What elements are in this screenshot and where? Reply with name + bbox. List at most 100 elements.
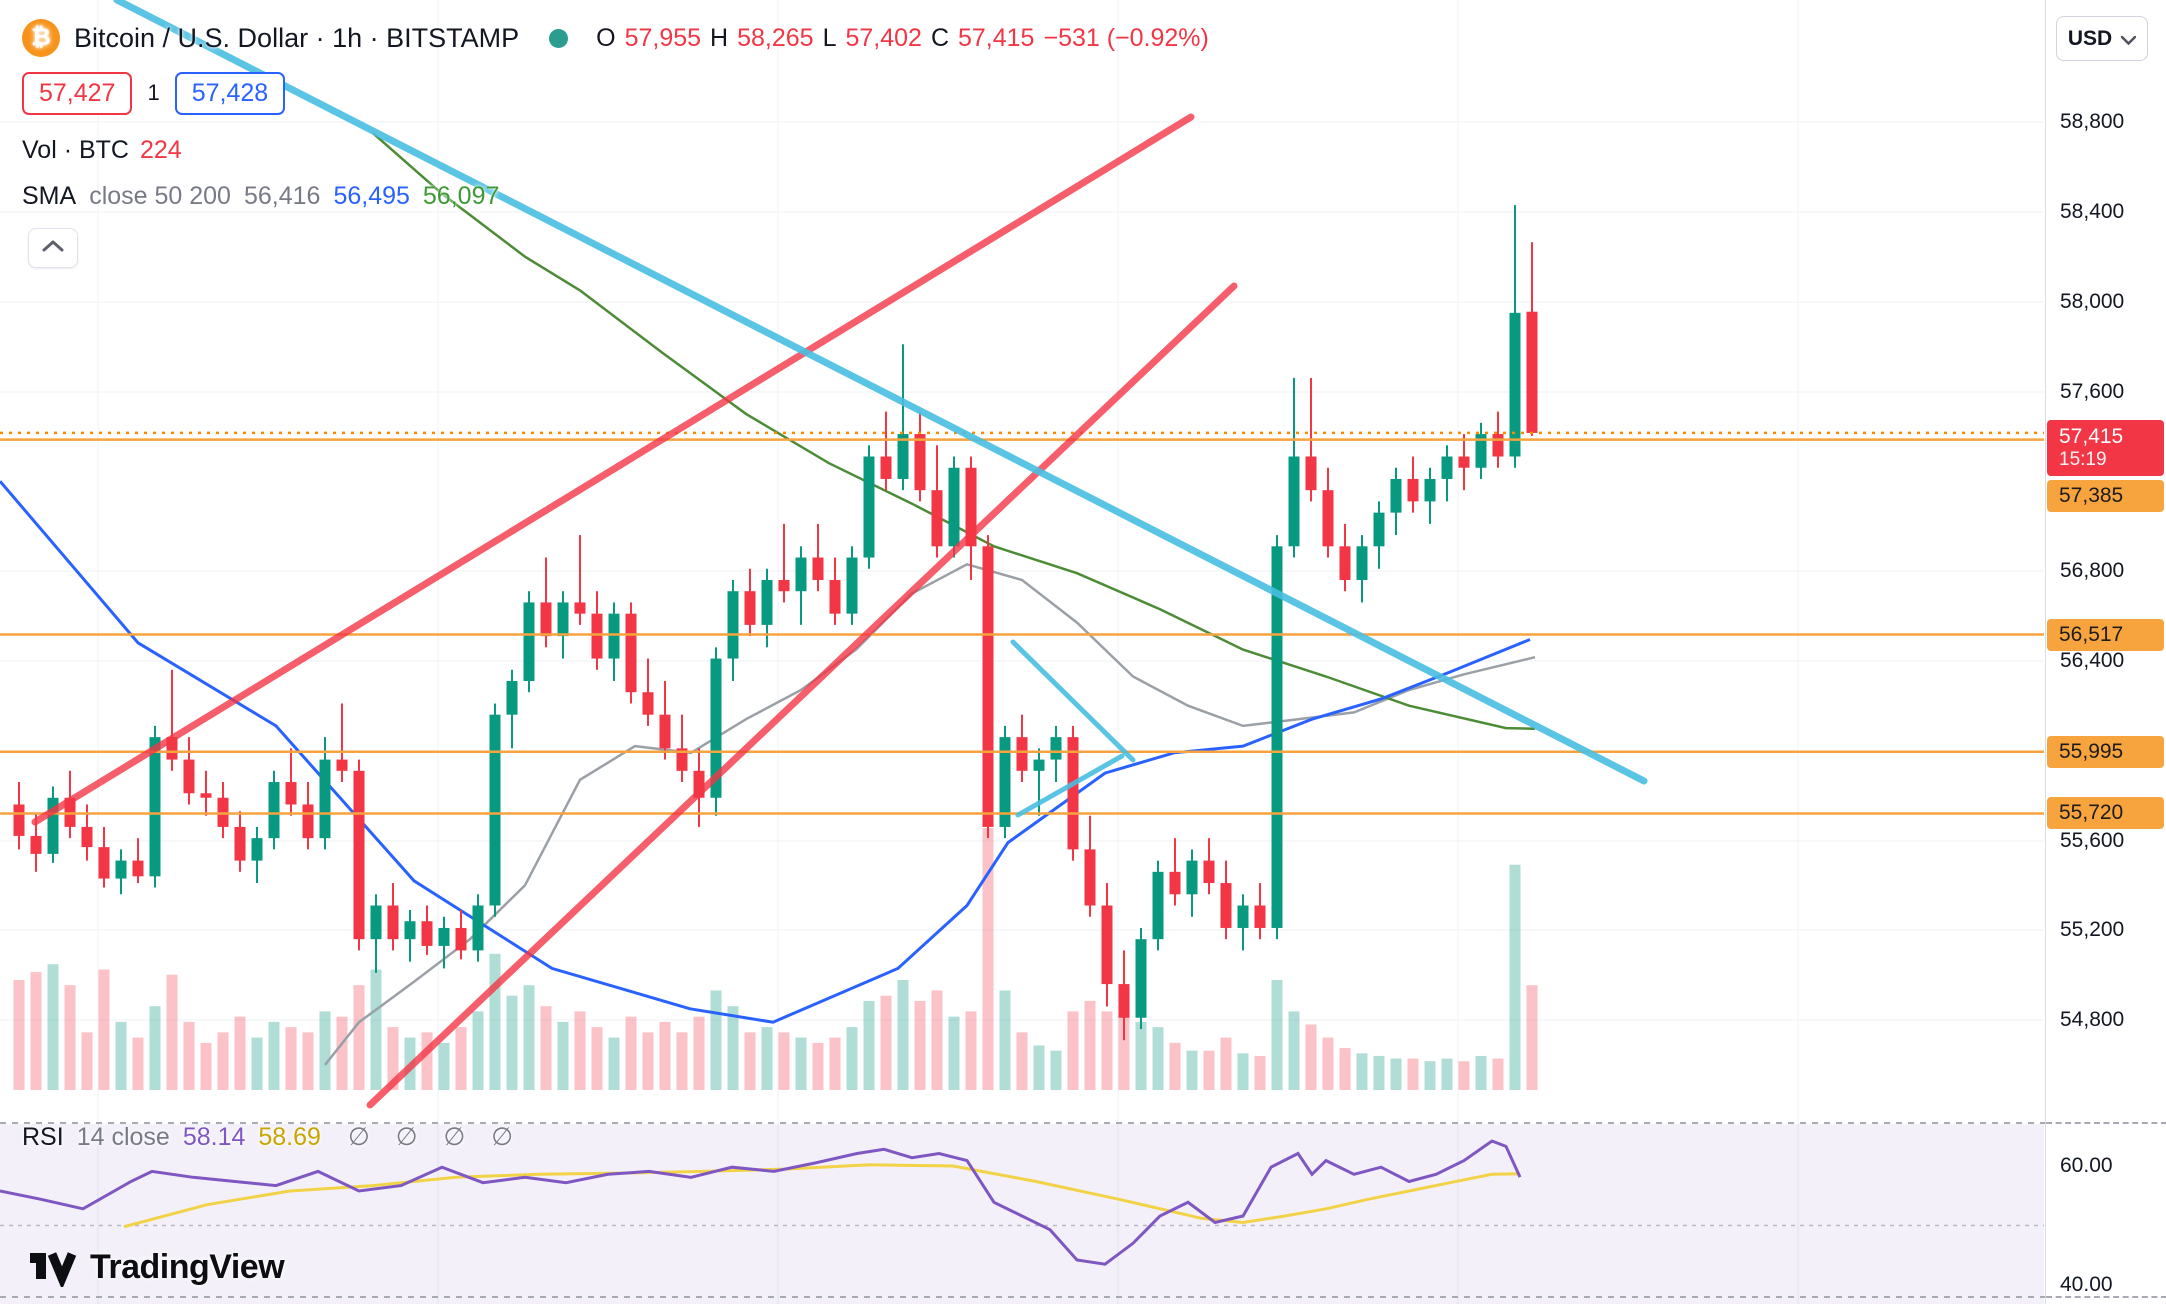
candle-body	[1458, 456, 1470, 468]
volume-bar	[149, 1006, 161, 1090]
rsi-ma-line	[123, 1163, 1521, 1229]
currency-selector[interactable]: USD	[2056, 16, 2148, 61]
candle-body	[897, 434, 909, 479]
ohlc-values: O 57,955 H 58,265 L 57,402 C 57,415 −531…	[596, 24, 1209, 53]
candle-body	[200, 793, 212, 798]
candle-body	[812, 557, 824, 580]
price-level-badge: 55,995	[2047, 736, 2164, 768]
candle-body	[795, 557, 807, 592]
rsi-empty-value: ∅	[347, 1123, 370, 1151]
legend-collapse-button[interactable]	[28, 228, 78, 268]
volume-bar	[1322, 1037, 1334, 1090]
candle-body	[1424, 478, 1436, 502]
close-value: 57,415	[958, 23, 1035, 52]
volume-bar	[1033, 1045, 1045, 1090]
price-axis-label: 56,800	[2060, 559, 2125, 582]
candle-body	[353, 770, 365, 940]
sma-label: SMA	[22, 182, 77, 210]
candle-body	[285, 782, 297, 805]
candle-body	[693, 770, 705, 798]
rsi-empty-value: ∅	[443, 1123, 466, 1151]
volume-bar	[897, 979, 909, 1090]
volume-bar	[1237, 1053, 1249, 1090]
candle-body	[506, 681, 518, 715]
volume-bar	[302, 1032, 314, 1090]
volume-bar	[574, 1011, 586, 1090]
candle-body	[1186, 860, 1198, 895]
volume-bar	[455, 1027, 467, 1090]
pane-separator[interactable]	[2046, 1296, 2166, 1298]
candle-body	[1390, 478, 1402, 513]
volume-bar	[625, 1016, 637, 1090]
volume-bar	[744, 1032, 756, 1090]
volume-bar	[591, 1027, 603, 1090]
close-label: C	[930, 23, 949, 52]
volume-bar	[863, 1000, 875, 1090]
candle-body	[1322, 490, 1334, 547]
volume-bar	[608, 1037, 620, 1090]
red-trendline-1	[31, 113, 1195, 826]
volume-bar	[795, 1037, 807, 1090]
candle-body	[1169, 871, 1181, 895]
candle-body	[1118, 984, 1130, 1018]
candle-body	[863, 456, 875, 558]
candle-body	[81, 826, 93, 848]
price-axis-label: 54,800	[2060, 1008, 2125, 1031]
candle-body	[1526, 311, 1538, 433]
rsi-value: 58.14	[182, 1122, 246, 1151]
pane-separator[interactable]	[2046, 1122, 2166, 1124]
buy-button[interactable]: 57,428	[174, 71, 286, 115]
high-value: 58,265	[737, 23, 814, 52]
candle-body	[965, 467, 977, 547]
candle-body	[761, 579, 773, 625]
volume-bar	[1441, 1058, 1453, 1090]
candle-body	[13, 804, 25, 836]
volume-bar	[13, 979, 25, 1090]
volume-bar	[98, 969, 110, 1090]
price-axis-label: 55,200	[2060, 918, 2125, 941]
bitcoin-icon: ₿	[22, 19, 60, 57]
volume-bar	[387, 1027, 399, 1090]
rsi-empty-values: ∅ ∅ ∅ ∅	[348, 1122, 513, 1152]
volume-bar	[948, 1016, 960, 1090]
sma-legend[interactable]: SMA close 50 200 56,416 56,495 56,097	[22, 182, 499, 211]
chevron-down-icon	[2120, 27, 2137, 51]
volume-bar	[1475, 1055, 1487, 1090]
volume-bar	[438, 1042, 450, 1090]
candle-body	[642, 692, 654, 715]
candle-body	[1203, 860, 1215, 884]
candle-body	[574, 602, 586, 614]
candle-body	[1373, 512, 1385, 547]
price-axis[interactable]: USD 58,800 58,400 58,000 57,600 56,800 56,400…	[2045, 0, 2166, 1304]
candle-body	[914, 434, 926, 491]
candle-body	[115, 860, 127, 879]
volume-bar	[115, 1021, 127, 1090]
candle-body	[98, 847, 110, 879]
market-status-icon[interactable]	[549, 28, 569, 48]
volume-bar	[1186, 1050, 1198, 1090]
candle-body	[47, 797, 59, 854]
tradingview-logo[interactable]: TradingView	[26, 1243, 285, 1292]
candle-body	[166, 737, 178, 760]
rsi-legend[interactable]: RSI 14 close 58.14 58.69 ∅ ∅ ∅ ∅	[22, 1122, 513, 1152]
price-axis-label: 55,600	[2060, 829, 2125, 852]
candle-body	[676, 748, 688, 771]
sma-value-blue: 56,495	[333, 182, 410, 210]
cyan-triangle-upper	[1010, 639, 1136, 763]
volume-bar	[931, 990, 943, 1090]
symbol-title[interactable]: Bitcoin / U.S. Dollar · 1h · BITSTAMP	[74, 22, 520, 53]
sell-button[interactable]: 57,427	[22, 71, 133, 115]
volume-bar	[1271, 979, 1283, 1090]
candle-body	[880, 456, 892, 479]
volume-bar	[676, 1032, 688, 1090]
candle-body	[1220, 883, 1232, 928]
volume-label: Vol · BTC	[22, 136, 129, 164]
candle-body	[523, 602, 535, 682]
candle-body	[1101, 905, 1113, 985]
candle-body	[778, 579, 790, 592]
volume-legend[interactable]: Vol · BTC 224	[22, 136, 182, 165]
volume-bar	[319, 1011, 331, 1090]
volume-bar	[727, 1006, 739, 1090]
volume-bar	[710, 990, 722, 1090]
